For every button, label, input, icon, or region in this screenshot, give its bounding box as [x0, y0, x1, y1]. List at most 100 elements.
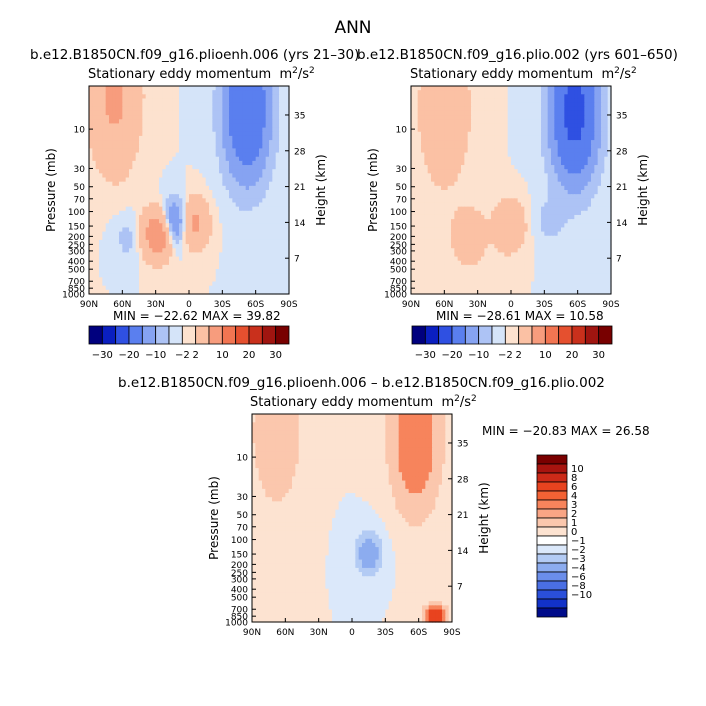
field-cell: [159, 264, 163, 270]
field-cell: [481, 169, 485, 174]
field-cell: [567, 94, 572, 100]
field-cell: [219, 219, 223, 224]
field-cell: [115, 248, 120, 253]
field-cell: [122, 98, 127, 104]
field-cell: [212, 140, 217, 145]
field-cell: [259, 202, 263, 208]
field-cell: [524, 131, 529, 137]
field-cell: [275, 106, 280, 112]
field-cell: [444, 90, 449, 95]
field-cell: [222, 256, 227, 262]
panel-2-min-max: MIN = −28.61 MAX = 10.58: [436, 309, 604, 323]
field-cell: [99, 169, 103, 174]
field-cell: [601, 127, 605, 133]
field-cell: [411, 148, 415, 154]
field-cell: [205, 156, 210, 162]
field-cell: [517, 160, 522, 166]
field-cell: [245, 135, 250, 141]
field-cell: [172, 156, 177, 162]
field-cell: [561, 206, 565, 212]
field-cell: [275, 194, 280, 199]
field-cell: [235, 277, 240, 283]
field-cell: [109, 156, 113, 162]
field-cell: [229, 152, 233, 158]
field-cell: [411, 173, 415, 179]
field-cell: [182, 269, 187, 274]
field-cell: [132, 123, 137, 129]
field-cell: [417, 119, 422, 125]
field-cell: [102, 185, 107, 191]
field-cell: [89, 227, 93, 233]
field-cell: [444, 206, 449, 212]
field-cell: [491, 90, 495, 95]
field-cell: [601, 119, 605, 125]
field-cell: [604, 98, 609, 104]
field-cell: [129, 144, 133, 149]
field-cell: [169, 210, 173, 216]
field-cell: [192, 90, 197, 95]
field-cell: [574, 123, 579, 129]
panel-1-case-title: b.e12.B1850CN.f09_g16.plioenh.006 (yrs 2…: [30, 47, 360, 63]
field-cell: [142, 110, 147, 116]
field-cell: [474, 86, 479, 91]
field-cell: [501, 185, 505, 191]
colorbar-swatch: [141, 325, 157, 345]
field-cell: [541, 169, 545, 174]
field-cell: [551, 123, 555, 129]
field-cell: [431, 173, 435, 179]
field-cell: [139, 98, 143, 104]
field-cell: [574, 210, 579, 216]
field-cell: [471, 160, 475, 166]
field-cell: [481, 181, 485, 187]
field-cell: [437, 131, 442, 137]
field-cell: [149, 131, 153, 137]
field-cell: [414, 214, 419, 220]
field-cell: [149, 252, 153, 258]
field-cell: [212, 231, 217, 237]
field-cell: [584, 206, 589, 212]
field-cell: [527, 115, 532, 120]
field-cell: [232, 135, 237, 141]
field-cell: [265, 210, 270, 216]
field-cell: [557, 181, 562, 187]
field-cell: [581, 177, 585, 183]
field-cell: [225, 148, 230, 154]
field-cell: [497, 156, 502, 162]
field-cell: [142, 190, 147, 195]
field-cell: [474, 165, 479, 170]
field-cell: [255, 202, 260, 208]
field-cell: [192, 264, 197, 270]
field-cell: [481, 102, 485, 108]
field-cell: [132, 289, 137, 295]
field-cell: [279, 277, 283, 283]
field-cell: [149, 194, 153, 199]
field-cell: [272, 86, 277, 91]
field-cell: [145, 181, 150, 187]
field-cell: [484, 94, 489, 100]
field-cell: [587, 86, 592, 91]
field-cell: [427, 214, 432, 220]
field-cell: [225, 227, 230, 233]
field-cell: [112, 256, 117, 262]
field-cell: [195, 210, 200, 216]
field-cell: [282, 269, 287, 274]
field-cell: [219, 106, 223, 112]
field-cell: [225, 285, 230, 291]
field-cell: [487, 190, 492, 195]
field-cell: [129, 90, 133, 95]
field-cell: [564, 140, 569, 145]
field-cell: [454, 181, 459, 187]
field-cell: [219, 252, 223, 258]
field-cell: [165, 152, 170, 158]
field-cell: [262, 152, 267, 158]
field-cell: [142, 231, 147, 237]
field-cell: [275, 273, 280, 278]
field-cell: [581, 210, 585, 216]
field-cell: [477, 135, 482, 141]
field-cell: [571, 169, 575, 174]
field-cell: [149, 169, 153, 174]
field-cell: [591, 198, 595, 204]
field-cell: [209, 127, 213, 133]
field-cell: [195, 277, 200, 283]
field-cell: [139, 86, 143, 91]
